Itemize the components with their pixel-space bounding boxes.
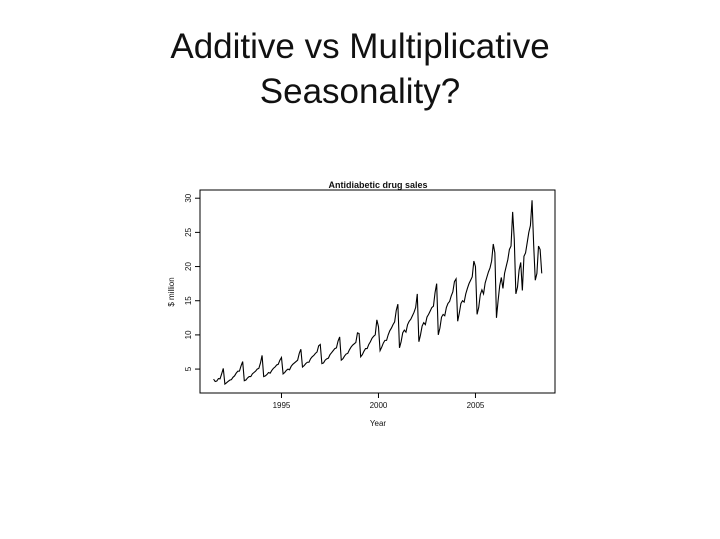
y-tick-label: 10 xyxy=(184,330,193,339)
y-tick-label: 30 xyxy=(184,193,193,202)
x-axis-label: Year xyxy=(370,419,387,428)
x-tick-label: 2005 xyxy=(467,401,485,410)
slide-title-line: Additive vs Multiplicative xyxy=(170,27,549,66)
chart-title: Antidiabetic drug sales xyxy=(328,180,427,190)
y-tick-label: 5 xyxy=(184,366,193,371)
y-tick-label: 15 xyxy=(184,296,193,305)
x-tick-label: 1995 xyxy=(273,401,291,410)
x-tick-label: 2000 xyxy=(370,401,388,410)
plot-frame xyxy=(199,189,556,394)
sales-line xyxy=(213,200,543,386)
y-tick-label: 20 xyxy=(184,262,193,271)
y-axis-label: $ million xyxy=(167,277,176,306)
slide-title-line: Seasonality? xyxy=(260,72,460,111)
y-tick-label: 25 xyxy=(184,227,193,236)
